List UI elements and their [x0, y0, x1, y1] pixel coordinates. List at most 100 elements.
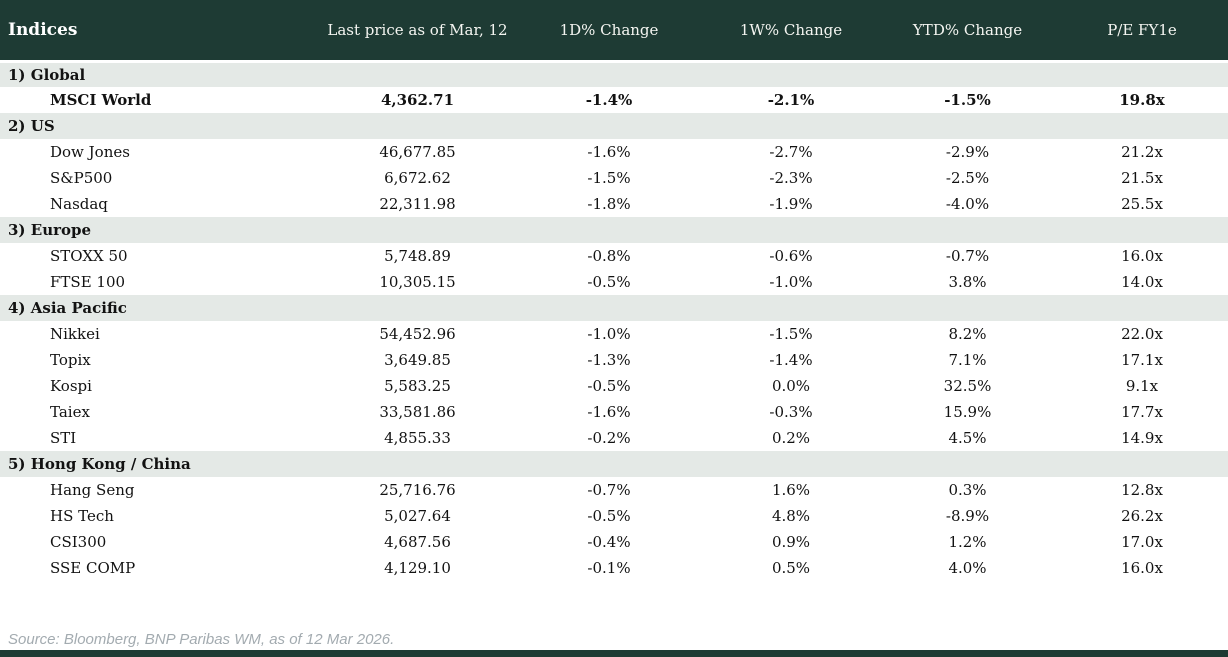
index-name-cell: Taiex	[50, 403, 90, 421]
chg-ytd-cell: 4.0%	[948, 559, 987, 577]
price-cell: 25,716.76	[379, 481, 456, 499]
price-cell: 3,649.85	[384, 351, 451, 369]
chg-1w-cell: -1.5%	[769, 325, 813, 343]
chg-ytd-cell: -1.5%	[944, 91, 991, 109]
price-cell: 54,452.96	[379, 325, 456, 343]
price-cell: 4,362.71	[380, 91, 455, 109]
section-row: 2) US	[0, 113, 1228, 139]
table-row: S&P500 6,672.62 -1.5% -2.3% -2.5% 21.5x	[0, 165, 1228, 191]
chg-ytd-cell: 1.2%	[948, 533, 987, 551]
price-cell: 4,687.56	[384, 533, 451, 551]
chg-1d-cell: -1.3%	[587, 351, 631, 369]
header-cell-last-price: Last price as of Mar, 12	[320, 0, 515, 63]
price-cell: 5,748.89	[384, 247, 451, 265]
chg-1w-cell: -2.7%	[769, 143, 813, 161]
pe-cell: 14.9x	[1121, 429, 1163, 447]
chg-1w-cell: -0.6%	[769, 247, 813, 265]
chg-1d-cell: -0.4%	[587, 533, 631, 551]
pe-cell: 21.5x	[1121, 169, 1163, 187]
chg-ytd-cell: 0.3%	[948, 481, 987, 499]
index-name-cell: Kospi	[50, 377, 92, 395]
chg-ytd-cell: -2.5%	[945, 169, 990, 187]
chg-1d-cell: -0.5%	[587, 273, 631, 291]
table-row: Dow Jones 46,677.85 -1.6% -2.7% -2.9% 21.2x	[0, 139, 1228, 165]
chg-ytd-cell: -2.9%	[945, 143, 990, 161]
chg-ytd-cell: 7.1%	[948, 351, 987, 369]
index-name-cell: STOXX 50	[50, 247, 128, 265]
section-row: 4) Asia Pacific	[0, 295, 1228, 321]
chg-ytd-cell: -0.7%	[945, 247, 990, 265]
chg-1d-cell: -1.6%	[587, 143, 631, 161]
chg-ytd-cell: 8.2%	[948, 325, 987, 343]
pe-cell: 12.8x	[1121, 481, 1163, 499]
index-name-cell: CSI300	[50, 533, 107, 551]
index-name-cell: FTSE 100	[50, 273, 126, 291]
index-name-cell: MSCI World	[50, 91, 152, 109]
chg-1d-cell: -0.5%	[587, 377, 631, 395]
table-row: Nikkei 54,452.96 -1.0% -1.5% 8.2% 22.0x	[0, 321, 1228, 347]
chg-1d-cell: -0.2%	[587, 429, 631, 447]
table-row: Topix 3,649.85 -1.3% -1.4% 7.1% 17.1x	[0, 347, 1228, 373]
price-cell: 46,677.85	[379, 143, 456, 161]
table-row: HS Tech 5,027.64 -0.5% 4.8% -8.9% 26.2x	[0, 503, 1228, 529]
header-cell-1w-change: 1W% Change	[703, 0, 879, 63]
price-cell: 5,583.25	[384, 377, 451, 395]
table-row: STOXX 50 5,748.89 -0.8% -0.6% -0.7% 16.0x	[0, 243, 1228, 269]
index-name-cell: Hang Seng	[50, 481, 135, 499]
table-row: Hang Seng 25,716.76 -0.7% 1.6% 0.3% 12.8x	[0, 477, 1228, 503]
chg-ytd-cell: -8.9%	[945, 507, 990, 525]
index-name-cell: SSE COMP	[50, 559, 136, 577]
chg-1d-cell: -1.8%	[587, 195, 631, 213]
price-cell: 4,129.10	[384, 559, 451, 577]
chg-1w-cell: -1.4%	[769, 351, 813, 369]
price-cell: 5,027.64	[384, 507, 451, 525]
pe-cell: 22.0x	[1121, 325, 1163, 343]
table-row: STI 4,855.33 -0.2% 0.2% 4.5% 14.9x	[0, 425, 1228, 451]
chg-1w-cell: 0.0%	[771, 377, 811, 395]
header-cell-indices: Indices	[0, 0, 320, 63]
chg-1d-cell: -1.4%	[585, 91, 633, 109]
chg-1w-cell: -1.0%	[769, 273, 813, 291]
chg-1w-cell: 0.5%	[771, 559, 811, 577]
table-row: SSE COMP 4,129.10 -0.1% 0.5% 4.0% 16.0x	[0, 555, 1228, 581]
pe-cell: 16.0x	[1121, 559, 1163, 577]
table-row: Nasdaq 22,311.98 -1.8% -1.9% -4.0% 25.5x	[0, 191, 1228, 217]
chg-1w-cell: -2.3%	[769, 169, 813, 187]
pe-cell: 26.2x	[1121, 507, 1163, 525]
table-row: Taiex 33,581.86 -1.6% -0.3% 15.9% 17.7x	[0, 399, 1228, 425]
section-label: 2) US	[0, 113, 1228, 139]
chg-1d-cell: -0.5%	[587, 507, 631, 525]
chg-1d-cell: -1.6%	[587, 403, 631, 421]
chg-1w-cell: 0.2%	[771, 429, 811, 447]
section-label: 1) Global	[0, 61, 1228, 87]
pe-cell: 21.2x	[1121, 143, 1163, 161]
table-row: Kospi 5,583.25 -0.5% 0.0% 32.5% 9.1x	[0, 373, 1228, 399]
chg-ytd-cell: 3.8%	[948, 273, 987, 291]
indices-table: Indices Last price as of Mar, 12 1D% Cha…	[0, 0, 1228, 581]
index-name-cell: STI	[50, 429, 77, 447]
chg-1w-cell: -1.9%	[769, 195, 813, 213]
section-label: 3) Europe	[0, 217, 1228, 243]
header-cell-pe: P/E FY1e	[1056, 0, 1228, 63]
chg-1w-cell: 0.9%	[771, 533, 811, 551]
chg-1w-cell: 4.8%	[771, 507, 811, 525]
bottom-accent-bar	[0, 650, 1228, 657]
index-name-cell: Nikkei	[50, 325, 100, 343]
index-name-cell: S&P500	[50, 169, 113, 187]
chg-1w-cell: 1.6%	[771, 481, 811, 499]
pe-cell: 19.8x	[1119, 91, 1165, 109]
table-row: FTSE 100 10,305.15 -0.5% -1.0% 3.8% 14.0x	[0, 269, 1228, 295]
table-row: MSCI World 4,362.71 -1.4% -2.1% -1.5% 19.8x	[0, 87, 1228, 113]
chg-ytd-cell: -4.0%	[945, 195, 990, 213]
pe-cell: 17.1x	[1121, 351, 1163, 369]
index-name-cell: Dow Jones	[50, 143, 130, 161]
price-cell: 22,311.98	[379, 195, 456, 213]
header-row: Indices Last price as of Mar, 12 1D% Cha…	[0, 0, 1228, 63]
index-name-cell: HS Tech	[50, 507, 114, 525]
index-name-cell: Nasdaq	[50, 195, 108, 213]
section-row: 3) Europe	[0, 217, 1228, 243]
source-note: Source: Bloomberg, BNP Paribas WM, as of…	[8, 631, 395, 648]
chg-1d-cell: -0.7%	[587, 481, 631, 499]
table-row: CSI300 4,687.56 -0.4% 0.9% 1.2% 17.0x	[0, 529, 1228, 555]
section-row: 1) Global	[0, 61, 1228, 87]
